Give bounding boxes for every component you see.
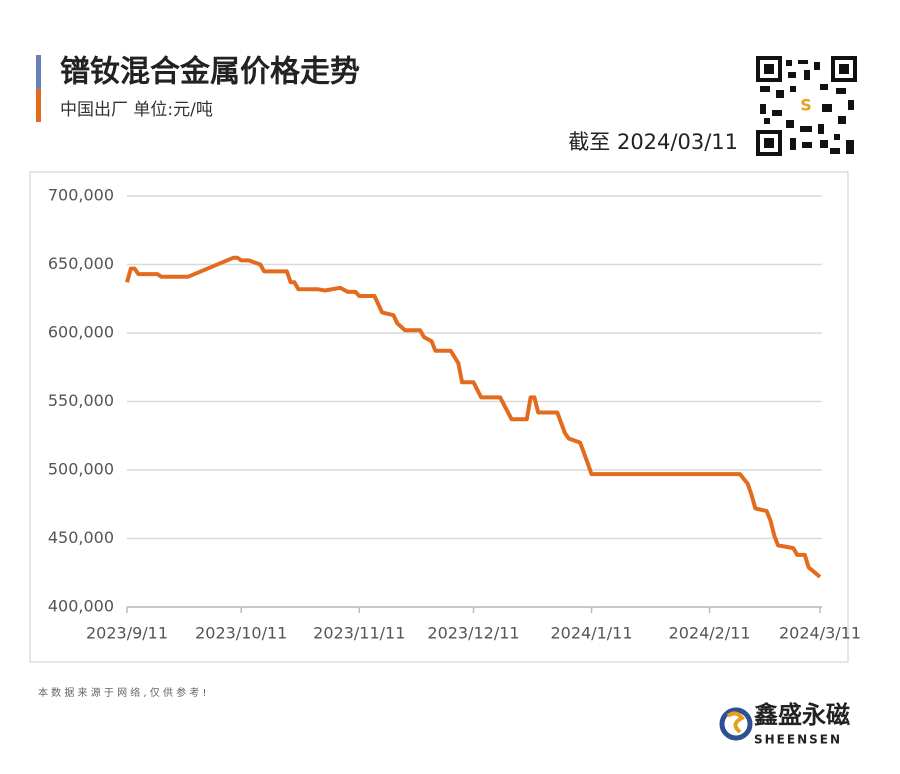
x-tick-label: 2024/3/11 [779,624,861,643]
plot-frame [29,171,849,663]
source-note: 本 数 据 来 源 于 网 络 , 仅 供 参 考 ! [38,686,207,699]
y-tick-label: 650,000 [48,254,114,273]
y-tick-label: 550,000 [48,391,114,410]
price-line [125,255,822,579]
y-tick-label: 450,000 [48,528,114,547]
svg-text:S: S [800,96,812,115]
x-tick-label: 2023/11/11 [313,624,405,643]
date-note: 截至 2024/03/11 [568,130,738,154]
x-tick-label: 2023/9/11 [86,624,168,643]
y-tick-label: 700,000 [48,186,114,205]
x-tick-label: 2024/2/11 [669,624,751,643]
y-tick-label: 600,000 [48,323,114,342]
qr-code: S [756,56,857,156]
brand-logo [719,707,753,741]
x-tick-label: 2024/1/11 [551,624,633,643]
brand-name-en: SHEENSEN [754,733,842,747]
accent-bar [36,89,41,122]
x-tick-label: 2023/12/11 [427,624,519,643]
plot-area: 400,000 450,000 500,000 550,000 600,000 650,0… [48,186,861,643]
y-tick-label: 500,000 [48,460,114,479]
y-tick-label: 400,000 [48,597,114,616]
x-tick-label: 2023/10/11 [195,624,287,643]
chart-title: 镨钕混合金属价格走势 [60,55,360,90]
brand-name: 鑫盛永磁 [754,701,850,729]
accent-bar [36,55,41,89]
chart-subtitle: 中国出厂 单位:元/吨 [60,100,213,120]
